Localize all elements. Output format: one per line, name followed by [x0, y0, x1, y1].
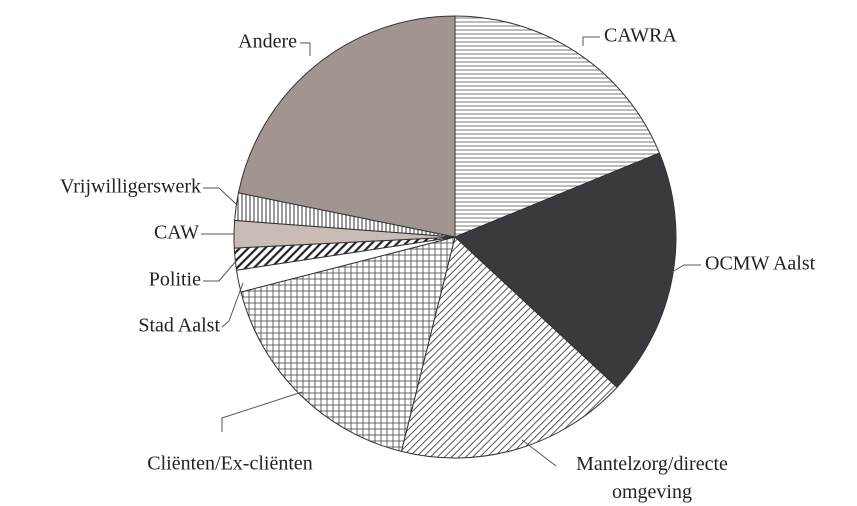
leader-line [300, 42, 311, 56]
slice [400, 236, 618, 459]
slice-label: OCMW Aalst [705, 253, 816, 275]
slice-label: Politie [149, 269, 201, 291]
slice-label: CAWRA [604, 25, 677, 47]
leader-line [221, 391, 303, 432]
leader-line [671, 264, 701, 273]
leader-line [221, 282, 244, 328]
slice [237, 15, 456, 238]
slice-label: Cliënten/Ex-cliënten [147, 453, 313, 475]
slice-label: CAW [154, 222, 199, 244]
leader-line [582, 36, 600, 46]
slice [454, 15, 661, 238]
slice-label: Vrijwilligerswerk [60, 176, 201, 198]
leader-line [521, 439, 557, 467]
slice-label: Stad Aalst [138, 315, 220, 337]
labels: CAWRA OCMW Aalst Mantelzorg/directe omgevin… [60, 25, 816, 503]
slice-label: Andere [238, 31, 297, 53]
slice-label: Mantelzorg/directe omgeving [576, 453, 728, 503]
slices [233, 15, 677, 459]
slice [240, 236, 456, 453]
leader-line [203, 260, 237, 282]
slice [454, 152, 677, 388]
leader-line [203, 187, 237, 205]
